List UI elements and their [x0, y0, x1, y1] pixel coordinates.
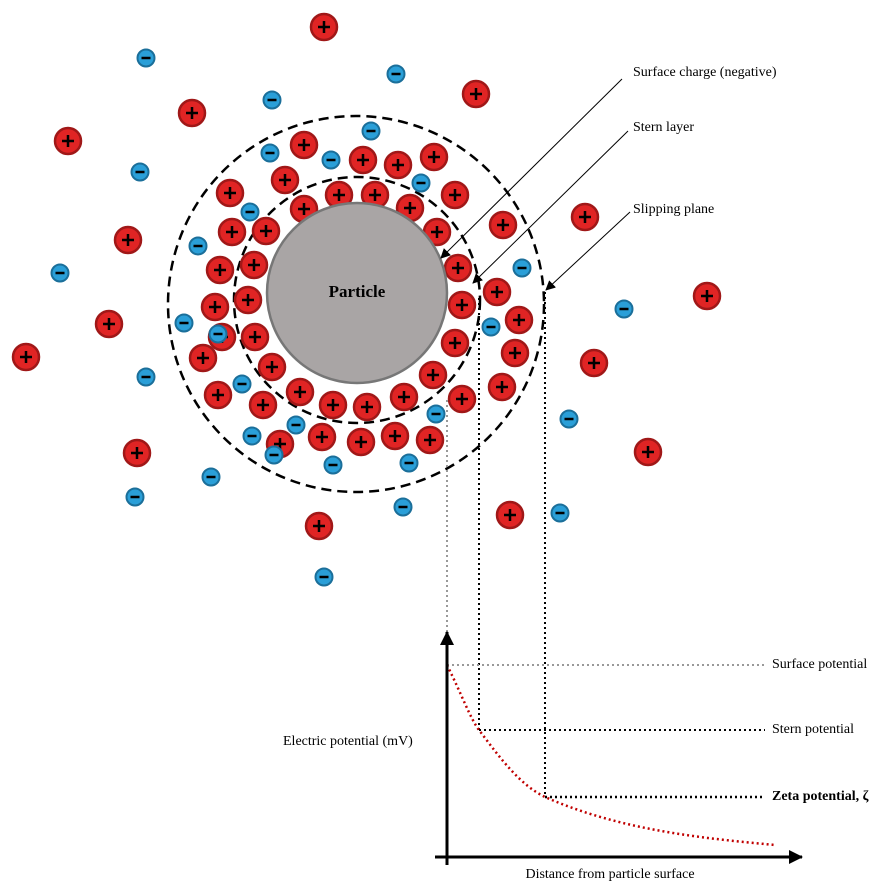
- cation: [242, 324, 268, 350]
- anion: [244, 428, 261, 445]
- cation: [442, 182, 468, 208]
- cation: [202, 294, 228, 320]
- anion: [52, 265, 69, 282]
- cation: [306, 513, 332, 539]
- anion: [323, 152, 340, 169]
- cation: [572, 204, 598, 230]
- annotation: Stern layer: [633, 120, 694, 135]
- cation: [463, 81, 489, 107]
- anion: [190, 238, 207, 255]
- anion: [266, 447, 283, 464]
- anion: [483, 319, 500, 336]
- anion: [616, 301, 633, 318]
- cation: [190, 345, 216, 371]
- x-axis-label: Distance from particle surface: [525, 867, 694, 882]
- cation: [13, 344, 39, 370]
- anion: [138, 369, 155, 386]
- cation: [442, 330, 468, 356]
- cation: [489, 374, 515, 400]
- cation: [490, 212, 516, 238]
- cation: [506, 307, 532, 333]
- cation: [635, 439, 661, 465]
- cation: [581, 350, 607, 376]
- anion: [127, 489, 144, 506]
- cation: [311, 14, 337, 40]
- cation: [124, 440, 150, 466]
- cation: [391, 384, 417, 410]
- anion: [395, 499, 412, 516]
- cation: [348, 429, 374, 455]
- cation: [354, 394, 380, 420]
- cation: [272, 167, 298, 193]
- anion: [262, 145, 279, 162]
- cation: [309, 424, 335, 450]
- arrow: [473, 131, 628, 283]
- anion: [288, 417, 305, 434]
- anion: [210, 326, 227, 343]
- potential-curve: [447, 665, 775, 845]
- cation: [207, 257, 233, 283]
- anion: [176, 315, 193, 332]
- cation: [449, 386, 475, 412]
- cation: [253, 218, 279, 244]
- cation: [320, 392, 346, 418]
- cation: [235, 287, 261, 313]
- cation: [219, 219, 245, 245]
- anion: [264, 92, 281, 109]
- cation: [502, 340, 528, 366]
- anion: [138, 50, 155, 67]
- anion: [242, 204, 259, 221]
- potential-label: Zeta potential, ζ: [772, 789, 869, 804]
- anion: [363, 123, 380, 140]
- diagram: Particle Surface charge (negative) Stern…: [0, 0, 885, 885]
- cation: [55, 128, 81, 154]
- anion: [325, 457, 342, 474]
- anion: [234, 376, 251, 393]
- cation: [287, 379, 313, 405]
- annotation: Surface charge (negative): [633, 65, 777, 80]
- anion: [401, 455, 418, 472]
- anion: [552, 505, 569, 522]
- cation: [417, 427, 443, 453]
- cation: [420, 362, 446, 388]
- cation: [449, 292, 475, 318]
- anion: [413, 175, 430, 192]
- anion: [514, 260, 531, 277]
- cation: [259, 354, 285, 380]
- anion: [561, 411, 578, 428]
- anion: [132, 164, 149, 181]
- anion: [316, 569, 333, 586]
- particle-label: Particle: [329, 282, 386, 301]
- cation: [217, 180, 243, 206]
- page: {"particle_label": "Particle", "annotati…: [0, 0, 885, 885]
- cation: [350, 147, 376, 173]
- anion: [203, 469, 220, 486]
- cation: [421, 144, 447, 170]
- anion: [388, 66, 405, 83]
- cation: [241, 252, 267, 278]
- cation: [291, 132, 317, 158]
- cation: [382, 423, 408, 449]
- cation: [445, 255, 471, 281]
- annotation: Slipping plane: [633, 202, 714, 217]
- cation: [484, 279, 510, 305]
- potential-label: Surface potential: [772, 657, 867, 672]
- cation: [96, 311, 122, 337]
- cation: [694, 283, 720, 309]
- cation: [115, 227, 141, 253]
- y-axis-label: Electric potential (mV): [283, 734, 413, 749]
- anion: [428, 406, 445, 423]
- cation: [179, 100, 205, 126]
- cation: [497, 502, 523, 528]
- cation: [205, 382, 231, 408]
- cation: [385, 152, 411, 178]
- potential-label: Stern potential: [772, 722, 854, 737]
- cation: [250, 392, 276, 418]
